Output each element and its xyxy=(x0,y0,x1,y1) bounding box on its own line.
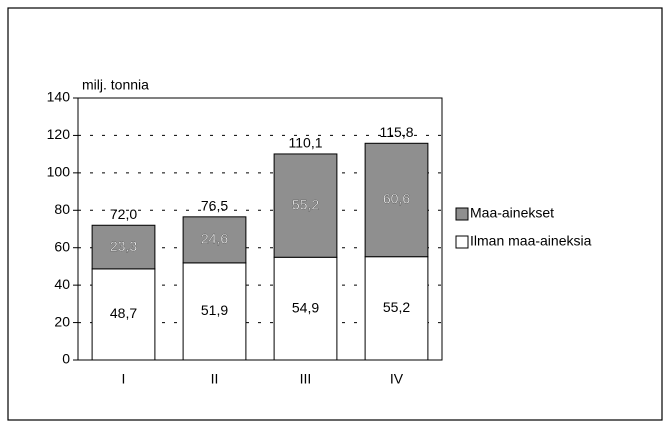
value-label: 48,7 xyxy=(110,305,137,321)
legend-swatch xyxy=(455,207,469,221)
y-axis-label: milj. tonnia xyxy=(82,77,149,93)
x-tick-label: IV xyxy=(390,371,404,387)
bar-segment xyxy=(91,268,156,361)
legend-swatch xyxy=(455,235,469,249)
frame xyxy=(7,7,663,421)
bar-segment xyxy=(91,224,156,270)
y-tick-label: 20 xyxy=(54,313,70,329)
y-tick-label: 140 xyxy=(47,89,71,105)
total-label: 76,5 xyxy=(201,198,228,214)
value-label: 55,2 xyxy=(292,196,319,212)
value-label: 23,3 xyxy=(110,238,137,254)
total-label: 115,8 xyxy=(380,124,414,140)
y-tick-label: 100 xyxy=(47,164,71,180)
total-label: 72,0 xyxy=(110,206,137,222)
bar-segment xyxy=(273,256,338,361)
plot-area xyxy=(77,97,443,361)
y-tick-label: 120 xyxy=(47,126,71,142)
bar-segment xyxy=(273,153,338,258)
total-label: 110,1 xyxy=(289,135,323,151)
legend-label: Ilman maa-aineksia xyxy=(470,233,592,249)
x-tick-label: II xyxy=(211,371,219,387)
legend-label: Maa-ainekset xyxy=(470,205,554,221)
value-label: 24,6 xyxy=(201,231,228,247)
x-tick-label: I xyxy=(122,371,126,387)
bar-segment xyxy=(182,262,247,361)
value-label: 60,6 xyxy=(383,191,410,207)
y-tick-label: 40 xyxy=(54,276,70,292)
x-tick-label: III xyxy=(300,371,312,387)
bar-segment xyxy=(364,256,429,361)
y-tick-label: 80 xyxy=(54,201,70,217)
y-tick-label: 60 xyxy=(54,238,70,254)
value-label: 51,9 xyxy=(201,302,228,318)
value-label: 55,2 xyxy=(383,299,410,315)
bar-segment xyxy=(364,142,429,258)
bar-segment xyxy=(182,216,247,264)
y-tick-label: 0 xyxy=(62,351,70,367)
value-label: 54,9 xyxy=(292,299,319,315)
